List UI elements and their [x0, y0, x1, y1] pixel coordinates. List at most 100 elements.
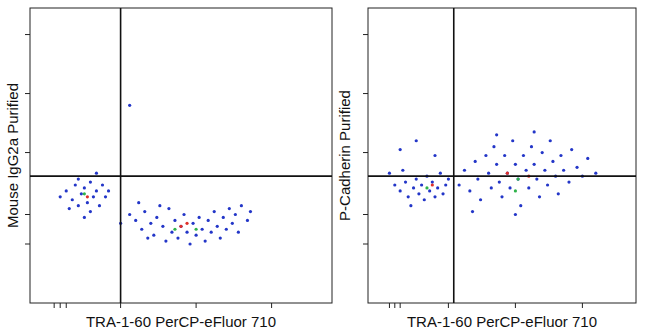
- x-axis-label: TRA-1-60 PerCP-eFluor 710: [407, 313, 597, 330]
- event-dot: [146, 237, 149, 240]
- event-dot: [89, 180, 92, 183]
- event-dot: [444, 183, 447, 186]
- y-tick: [25, 93, 30, 94]
- event-dot: [222, 216, 225, 219]
- event-dot: [95, 172, 98, 175]
- event-dot: [167, 207, 170, 210]
- event-dot: [182, 213, 185, 216]
- event-dot: [511, 139, 514, 142]
- event-dot: [170, 231, 173, 234]
- event-dot: [409, 204, 412, 207]
- event-dot: [415, 178, 418, 181]
- quadrant-line-vertical: [453, 8, 455, 303]
- event-dot: [134, 219, 137, 222]
- event-dot: [562, 169, 565, 172]
- event-dot: [86, 195, 89, 198]
- event-dot: [541, 151, 544, 154]
- x-tick: [582, 303, 583, 308]
- event-dot: [514, 189, 517, 192]
- event-dot: [83, 216, 86, 219]
- event-dot: [137, 201, 140, 204]
- event-dot: [519, 204, 522, 207]
- event-dot: [204, 239, 207, 242]
- event-dot: [176, 237, 179, 240]
- event-dot: [80, 192, 83, 195]
- event-dot: [415, 139, 418, 142]
- event-dot: [487, 172, 490, 175]
- event-dot: [246, 219, 249, 222]
- event-dot: [431, 180, 434, 183]
- event-dot: [492, 145, 495, 148]
- event-dot: [140, 228, 143, 231]
- event-dot: [59, 195, 62, 198]
- y-tick: [363, 244, 368, 245]
- event-dot: [514, 213, 517, 216]
- event-dot: [535, 178, 538, 181]
- event-dot: [128, 213, 131, 216]
- event-dot: [516, 178, 519, 181]
- x-tick: [120, 303, 121, 308]
- event-dot: [399, 189, 402, 192]
- event-dot: [249, 210, 252, 213]
- event-dot: [498, 180, 501, 183]
- event-dot: [228, 207, 231, 210]
- x-tick: [389, 303, 390, 308]
- y-tick: [363, 34, 368, 35]
- event-dot: [399, 148, 402, 151]
- plot-frame: [30, 8, 332, 303]
- event-dot: [479, 198, 482, 201]
- event-dot: [240, 204, 243, 207]
- event-dot: [107, 189, 110, 192]
- event-dot: [474, 160, 477, 163]
- event-dot: [503, 154, 506, 157]
- event-dot: [559, 154, 562, 157]
- event-dot: [71, 198, 74, 201]
- event-dot: [484, 154, 487, 157]
- event-dot: [431, 183, 434, 186]
- event-dot: [95, 189, 98, 192]
- event-dot: [557, 192, 560, 195]
- event-dot: [173, 219, 176, 222]
- event-dot: [495, 133, 498, 136]
- event-dot: [530, 145, 533, 148]
- x-tick: [515, 303, 516, 308]
- event-dot: [173, 228, 176, 231]
- x-tick: [394, 303, 395, 308]
- y-tick: [25, 152, 30, 153]
- event-dot: [506, 172, 509, 175]
- event-dot: [476, 178, 479, 181]
- x-tick: [54, 303, 55, 308]
- event-dot: [463, 169, 466, 172]
- event-dot: [420, 183, 423, 186]
- event-dot: [401, 169, 404, 172]
- event-dot: [495, 163, 498, 166]
- event-dot: [185, 231, 188, 234]
- event-dot: [198, 216, 201, 219]
- event-dot: [234, 213, 237, 216]
- event-dot: [143, 210, 146, 213]
- event-dot: [104, 195, 107, 198]
- event-dot: [219, 237, 222, 240]
- event-dot: [551, 160, 554, 163]
- event-dot: [594, 172, 597, 175]
- event-dot: [158, 204, 161, 207]
- event-dot: [98, 204, 101, 207]
- event-dot: [101, 183, 104, 186]
- x-tick: [448, 303, 449, 308]
- points: [59, 104, 252, 246]
- panel: TRA-1-60 PerCP-eFluor 710P-Cadherin Puri…: [336, 8, 636, 330]
- event-dot: [213, 210, 216, 213]
- x-axis-label: TRA-1-60 PerCP-eFluor 710: [86, 313, 276, 330]
- y-tick: [363, 152, 368, 153]
- event-dot: [500, 195, 503, 198]
- event-dot: [216, 225, 219, 228]
- event-dot: [458, 183, 461, 186]
- event-dot: [179, 225, 182, 228]
- event-dot: [89, 210, 92, 213]
- event-dot: [393, 183, 396, 186]
- event-dot: [86, 201, 89, 204]
- event-dot: [207, 219, 210, 222]
- event-dot: [195, 234, 198, 237]
- event-dot: [225, 228, 228, 231]
- event-dot: [231, 222, 234, 225]
